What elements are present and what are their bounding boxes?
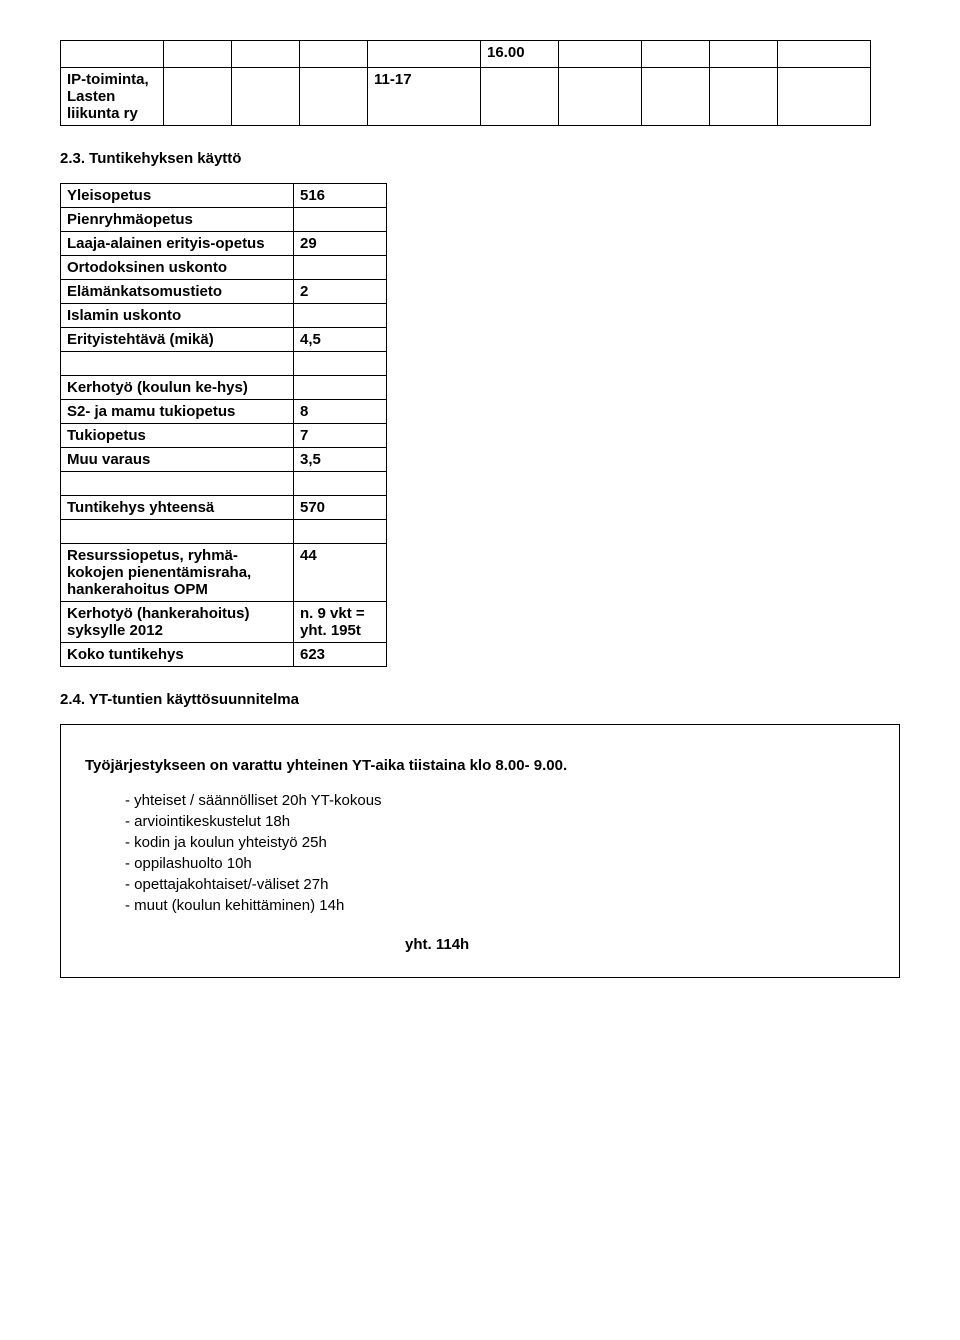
yt-list: yhteiset / säännölliset 20h YT-kokousarv…	[125, 790, 875, 916]
tk-label: Koko tuntikehys	[61, 643, 294, 667]
tk-label: Muu varaus	[61, 448, 294, 472]
top-cell	[300, 41, 368, 68]
yt-item: kodin ja koulun yhteistyö 25h	[125, 832, 875, 853]
top-cell	[300, 68, 368, 126]
tk-label: Kerhotyö (koulun ke-hys)	[61, 376, 294, 400]
tk-label: S2- ja mamu tukiopetus	[61, 400, 294, 424]
top-cell	[164, 68, 232, 126]
top-cell	[559, 41, 642, 68]
tk-gap	[61, 520, 294, 544]
top-cell	[164, 41, 232, 68]
tk-gap	[61, 352, 294, 376]
yt-total: yht. 114h	[405, 936, 875, 953]
tk-value: 7	[294, 424, 387, 448]
tk-label: Ortodoksinen uskonto	[61, 256, 294, 280]
top-cell	[232, 41, 300, 68]
tk-label: Erityistehtävä (mikä)	[61, 328, 294, 352]
tk-value: 570	[294, 496, 387, 520]
top-cell	[368, 41, 481, 68]
tk-gap	[61, 472, 294, 496]
tk-label: Yleisopetus	[61, 184, 294, 208]
section-2-4-title: 2.4. YT-tuntien käyttösuunnitelma	[60, 691, 900, 708]
tk-value: 8	[294, 400, 387, 424]
tk-label: Tukiopetus	[61, 424, 294, 448]
tk-value: 516	[294, 184, 387, 208]
top-cell	[778, 68, 871, 126]
yt-box: Työjärjestykseen on varattu yhteinen YT-…	[60, 724, 900, 978]
top-cell	[481, 68, 559, 126]
tk-label: Pienryhmäopetus	[61, 208, 294, 232]
yt-item: yhteiset / säännölliset 20h YT-kokous	[125, 790, 875, 811]
tk-value: 623	[294, 643, 387, 667]
top-cell	[61, 41, 164, 68]
top-table: 16.00 IP-toiminta, Lasten liikunta ry 11-1…	[60, 40, 871, 126]
top-cell: IP-toiminta, Lasten liikunta ry	[61, 68, 164, 126]
yt-lead: Työjärjestykseen on varattu yhteinen YT-…	[85, 757, 875, 774]
tk-label: Resurssiopetus, ryhmä-kokojen pienentämi…	[61, 544, 294, 602]
tk-label: Kerhotyö (hankerahoitus) syksylle 2012	[61, 602, 294, 643]
tk-value: 29	[294, 232, 387, 256]
yt-item: opettajakohtaiset/-väliset 27h	[125, 874, 875, 895]
tk-gap	[294, 472, 387, 496]
tk-value	[294, 304, 387, 328]
top-cell	[778, 41, 871, 68]
tk-value: 4,5	[294, 328, 387, 352]
tk-value	[294, 256, 387, 280]
top-cell	[642, 41, 710, 68]
tk-label: Tuntikehys yhteensä	[61, 496, 294, 520]
tk-value: 2	[294, 280, 387, 304]
top-cell	[232, 68, 300, 126]
tk-value: 3,5	[294, 448, 387, 472]
tk-gap	[294, 352, 387, 376]
tk-label: Laaja-alainen erityis-opetus	[61, 232, 294, 256]
top-cell: 11-17	[368, 68, 481, 126]
section-2-3-title: 2.3. Tuntikehyksen käyttö	[60, 150, 900, 167]
tk-value	[294, 208, 387, 232]
yt-item: arviointikeskustelut 18h	[125, 811, 875, 832]
tk-gap	[294, 520, 387, 544]
tk-label: Elämänkatsomustieto	[61, 280, 294, 304]
top-cell	[710, 41, 778, 68]
yt-item: muut (koulun kehittäminen) 14h	[125, 895, 875, 916]
tk-value: 44	[294, 544, 387, 602]
tk-label: Islamin uskonto	[61, 304, 294, 328]
top-cell	[710, 68, 778, 126]
top-cell: 16.00	[481, 41, 559, 68]
tk-value	[294, 376, 387, 400]
top-cell	[642, 68, 710, 126]
tk-value: n. 9 vkt = yht. 195t	[294, 602, 387, 643]
tuntikehys-table: Yleisopetus516PienryhmäopetusLaaja-alain…	[60, 183, 387, 667]
yt-item: oppilashuolto 10h	[125, 853, 875, 874]
top-cell	[559, 68, 642, 126]
